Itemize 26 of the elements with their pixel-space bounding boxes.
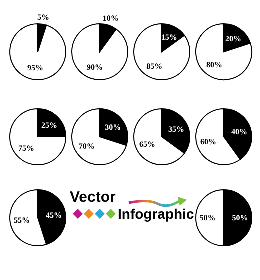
- data-label: 25%: [41, 121, 58, 130]
- data-label: 45%: [46, 210, 62, 220]
- data-label: 75%: [18, 144, 35, 153]
- data-label: 60%: [200, 138, 217, 147]
- data-label: 5%: [37, 12, 50, 22]
- data-label: 90%: [86, 62, 103, 72]
- data-label: 30%: [105, 122, 122, 132]
- data-label: 40%: [231, 127, 248, 136]
- data-label: 95%: [27, 64, 44, 73]
- data-label: 35%: [168, 125, 184, 134]
- pie-slice: [134, 24, 190, 80]
- text: Vector: [70, 189, 116, 206]
- pie-slice: [196, 24, 252, 80]
- pie-slice: [72, 108, 128, 166]
- data-label: 80%: [206, 60, 222, 70]
- data-label: 85%: [146, 62, 163, 71]
- data-label: 50%: [200, 214, 216, 222]
- data-label: 55%: [14, 216, 30, 226]
- data-label: 20%: [226, 34, 242, 44]
- text: Infographic: [118, 206, 194, 222]
- pie-slice: [72, 24, 128, 80]
- data-label: 50%: [232, 214, 248, 222]
- data-label: 65%: [140, 140, 156, 149]
- data-label: 15%: [161, 33, 178, 42]
- data-label: 10%: [102, 14, 119, 24]
- data-label: 70%: [78, 142, 95, 152]
